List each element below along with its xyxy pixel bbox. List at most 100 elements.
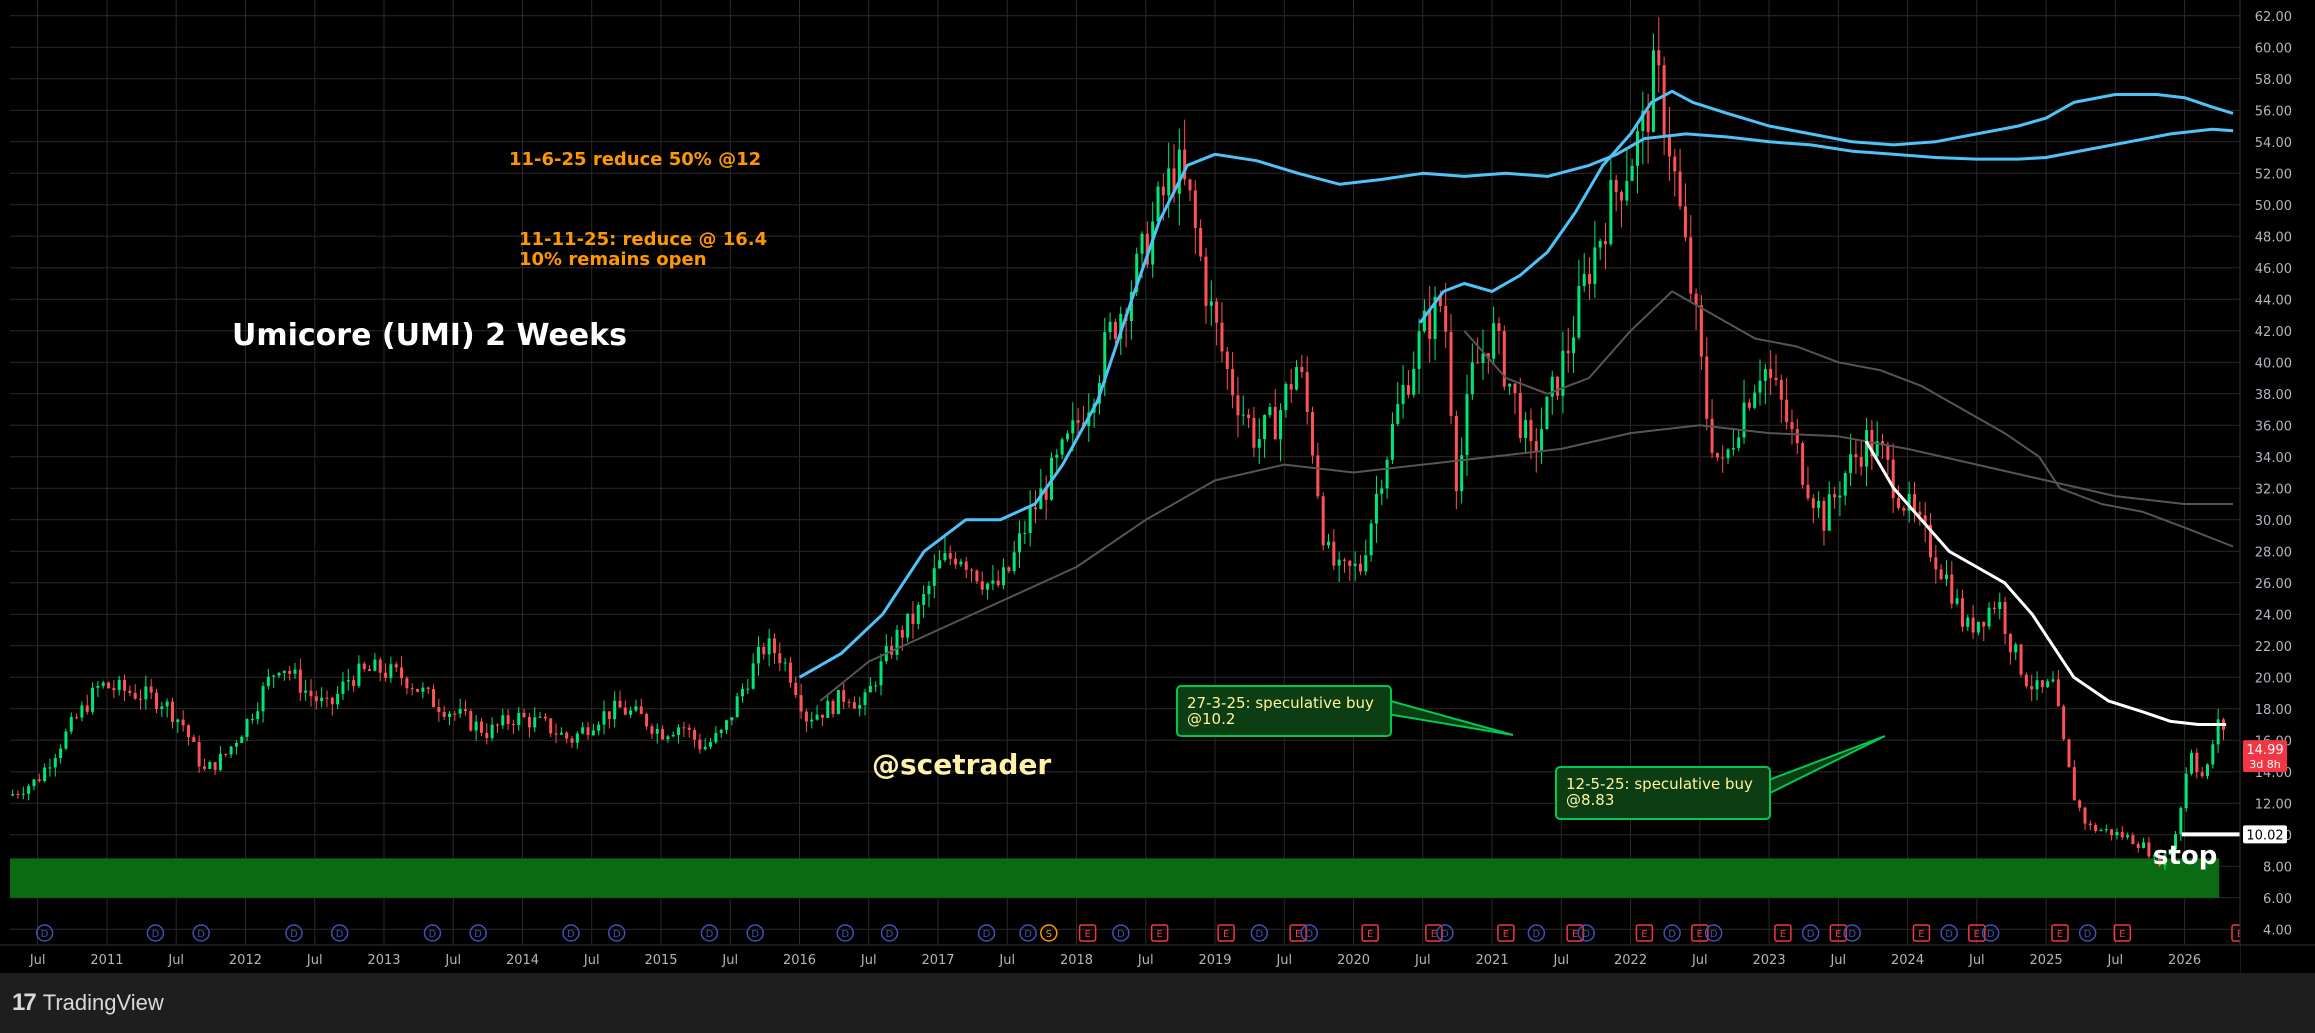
event-marker-label: D [1668, 929, 1676, 940]
brand-name: TradingView [42, 990, 164, 1015]
candle-body [85, 705, 89, 712]
price-tick-label: 46.00 [2255, 262, 2292, 277]
dividend-marker [607, 924, 626, 942]
last-price-badge [2243, 740, 2287, 773]
candle-body [570, 738, 574, 743]
candle-body [591, 730, 595, 736]
candle-body [618, 700, 622, 708]
candle-body [197, 741, 201, 767]
candle-body [1034, 507, 1038, 510]
candle-body [1369, 523, 1373, 556]
candle-body [1923, 515, 1927, 525]
event-marker-label: E [1641, 929, 1647, 940]
time-tick-label: 2014 [506, 953, 539, 968]
chart-title: Umicore (UMI) 2 Weeks [232, 318, 627, 353]
candle-body [1417, 331, 1421, 369]
candle-body [1289, 384, 1293, 390]
candle-body [144, 686, 148, 700]
candle-body [682, 727, 686, 729]
dividend-marker [1981, 924, 2000, 942]
time-axis[interactable]: Jul 2011 Jul 2012 Jul 2013 Jul 2014 Jul 2015 Jul 20… [0, 944, 2315, 973]
candle-body [304, 690, 308, 693]
candle-body [1497, 323, 1501, 331]
candle-body [2136, 844, 2140, 848]
event-marker-label: D [290, 929, 298, 940]
candle-body [756, 646, 760, 664]
candle-body [1540, 429, 1544, 451]
candle-body [655, 728, 659, 734]
time-tick-label: Jul [1275, 953, 1292, 968]
price-axis[interactable]: 62.00 60.00 58.00 56.00 54.00 52.00 50.00 48.00… [2239, 0, 2315, 973]
price-tick-label: 20.00 [2255, 671, 2292, 686]
time-tick-label: 2020 [1337, 953, 1370, 968]
price-tick-label: 8.00 [2263, 860, 2292, 875]
candle-body [53, 758, 57, 768]
candle-body [1337, 559, 1341, 566]
candle-body [1444, 306, 1448, 332]
candle-body [1572, 337, 1576, 354]
candle-body [799, 695, 803, 712]
stop-price-badge [2243, 825, 2287, 844]
candle-body [1662, 65, 1666, 137]
candle-body [746, 688, 750, 690]
candle-body [1817, 500, 1821, 508]
event-marker-label: D [1117, 929, 1125, 940]
candle-body [687, 727, 691, 730]
candle-body [1593, 247, 1597, 285]
candle-body [11, 793, 15, 796]
time-tick-label: Jul [444, 953, 461, 968]
price-tick-label: 54.00 [2255, 136, 2292, 151]
candle-body [2099, 830, 2103, 832]
candle-body [751, 663, 755, 689]
price-chart[interactable]: Umicore (UMI) 2 Weeks @scetrader 11-6-25… [0, 0, 2315, 973]
event-marker-label: D [1582, 929, 1590, 940]
event-marker-label: D [2084, 929, 2092, 940]
time-tick-label: 2024 [1891, 953, 1924, 968]
candle-body [224, 753, 228, 755]
candle-body [1263, 414, 1267, 440]
candle-body [1545, 396, 1549, 430]
dividend-marker [1801, 924, 1820, 942]
candle-body [1705, 356, 1709, 419]
candle-body [1332, 541, 1336, 566]
candle-body [671, 734, 675, 737]
candle-body [378, 659, 382, 673]
candle-body [192, 737, 196, 742]
candle-body [1492, 323, 1496, 359]
candle-body [842, 690, 846, 702]
earnings-marker [1774, 924, 1792, 942]
candle-body [1849, 454, 1853, 474]
event-marker-label: E [1974, 929, 1980, 940]
candle-body [1875, 441, 1879, 457]
price-tick-label: 62.00 [2255, 10, 2292, 25]
event-marker-label: D [751, 929, 759, 940]
candle-body [352, 680, 356, 686]
candle-body [2126, 835, 2130, 838]
candle-body [1358, 563, 1362, 572]
candle-body [1113, 321, 1117, 339]
candle-body [1651, 50, 1655, 132]
candle-body [943, 553, 947, 561]
candle-body [32, 779, 36, 787]
time-tick-label: 2019 [1198, 953, 1231, 968]
candle-body [336, 693, 340, 705]
candle-body [1481, 353, 1485, 364]
candle-body [1886, 445, 1890, 460]
candle-body [1311, 411, 1315, 456]
candle-body [1550, 376, 1554, 397]
time-tick-label: Jul [2106, 953, 2123, 968]
candle-body [1028, 507, 1032, 533]
candle-body [863, 692, 867, 706]
candle-body [730, 717, 734, 721]
candle-body [922, 594, 926, 605]
annotation-text: 10% remains open [519, 249, 707, 270]
candle-body [709, 742, 713, 747]
candle-body [1811, 498, 1815, 508]
candle-body [1065, 433, 1069, 440]
candle-body [2040, 680, 2044, 688]
candle-body [2035, 680, 2039, 690]
candle-body [64, 731, 68, 749]
price-tick-label: 40.00 [2255, 356, 2292, 371]
tradingview-brand[interactable]: 17 TradingView [12, 989, 164, 1017]
candle-body [1236, 395, 1240, 416]
